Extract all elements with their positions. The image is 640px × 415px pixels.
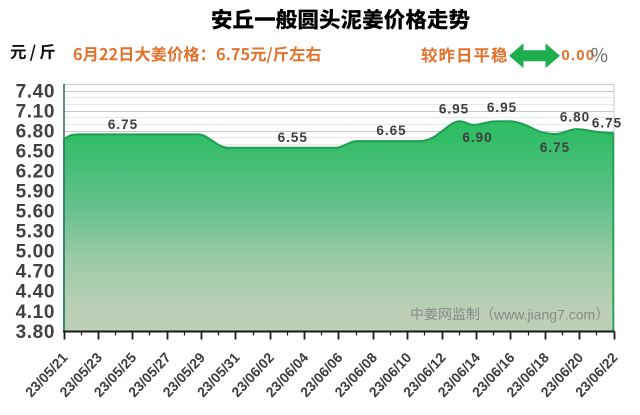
svg-text:6.95: 6.95 — [487, 100, 517, 115]
svg-text:5.90: 5.90 — [16, 182, 55, 203]
svg-text:7.10: 7.10 — [16, 101, 55, 122]
svg-text:4.10: 4.10 — [16, 302, 55, 323]
svg-text:0.00: 0.00 — [561, 47, 595, 64]
svg-text:6.55: 6.55 — [278, 130, 308, 145]
svg-text:5.30: 5.30 — [16, 222, 55, 243]
svg-text:6.90: 6.90 — [462, 130, 492, 145]
svg-text:7.40: 7.40 — [16, 81, 55, 102]
svg-text:6.75: 6.75 — [592, 116, 622, 131]
svg-text:6.50: 6.50 — [16, 141, 55, 162]
svg-text:6.80: 6.80 — [16, 121, 55, 142]
svg-text:6.95: 6.95 — [439, 102, 469, 117]
svg-text:5.60: 5.60 — [16, 202, 55, 223]
svg-text:3.80: 3.80 — [16, 322, 55, 343]
svg-text:6.65: 6.65 — [376, 123, 406, 138]
svg-text:6.80: 6.80 — [560, 109, 590, 124]
svg-text:6.75: 6.75 — [540, 140, 570, 155]
svg-text:4.40: 4.40 — [16, 282, 55, 303]
svg-text:5.00: 5.00 — [16, 242, 55, 263]
svg-text:4.70: 4.70 — [16, 262, 55, 283]
svg-text:6.20: 6.20 — [16, 162, 55, 183]
svg-text:6.75: 6.75 — [108, 117, 138, 132]
svg-text:www.jiang7.com: www.jiang7.com — [493, 307, 595, 323]
